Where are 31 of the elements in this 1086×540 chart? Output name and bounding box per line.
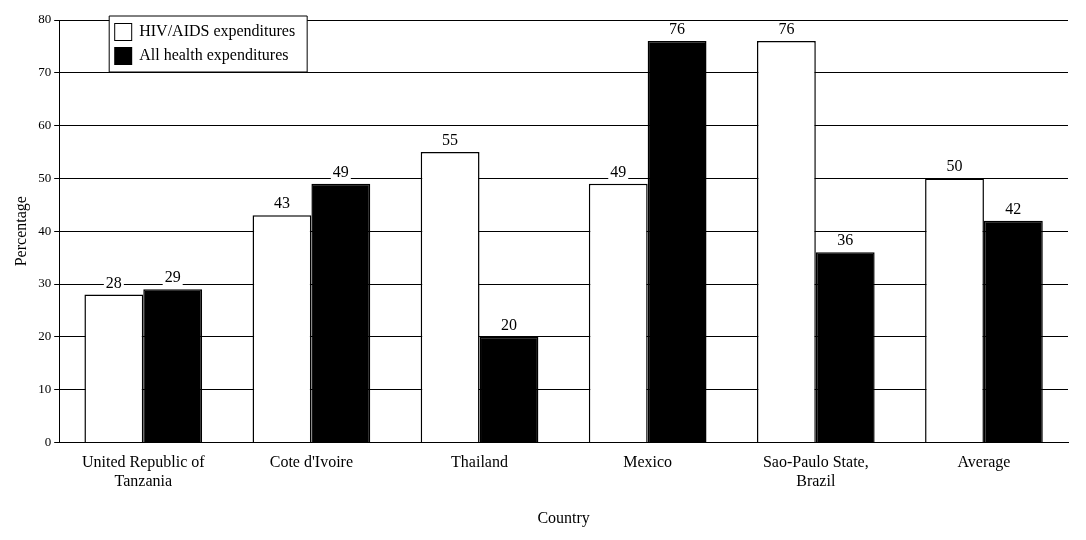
y-axis-title: Percentage [11, 196, 30, 267]
data-label: 55 [442, 131, 459, 148]
data-label: 29 [164, 268, 181, 286]
data-label: 76 [669, 20, 686, 38]
y-tick-label: 0 [44, 433, 52, 449]
x-tick-label: Average [957, 453, 1011, 472]
x-tick-label: Mexico [623, 453, 673, 471]
y-tick-label: 30 [38, 275, 52, 291]
x-tick-label: Sao-Paulo State, Brazil [762, 453, 869, 490]
data-label: 49 [610, 162, 627, 180]
data-label: 49 [332, 162, 349, 180]
y-tick-label: 70 [38, 64, 52, 80]
data-label: 50 [946, 157, 963, 175]
y-tick-label: 20 [38, 328, 52, 344]
data-label: 42 [1005, 199, 1022, 217]
data-label: 36 [837, 231, 854, 249]
x-tick-label: Cote d'Ivoire [269, 453, 354, 471]
legend-label: All health expenditures [139, 46, 289, 65]
data-label: 76 [778, 20, 795, 38]
y-tick-label: 50 [38, 169, 52, 185]
y-tick-label: 80 [38, 11, 52, 27]
y-tick-label: 10 [38, 381, 52, 397]
data-label: 20 [500, 315, 517, 333]
data-label: 28 [105, 273, 122, 291]
legend-label: HIV/AIDS expenditures [139, 22, 296, 41]
y-tick-label: 40 [38, 222, 52, 238]
x-axis-title: Country [537, 508, 590, 527]
data-label: 43 [273, 194, 290, 212]
y-tick-label: 60 [38, 117, 52, 133]
x-tick-label: Thailand [451, 453, 508, 471]
x-tick-label: United Republic of Tanzania [81, 453, 206, 490]
